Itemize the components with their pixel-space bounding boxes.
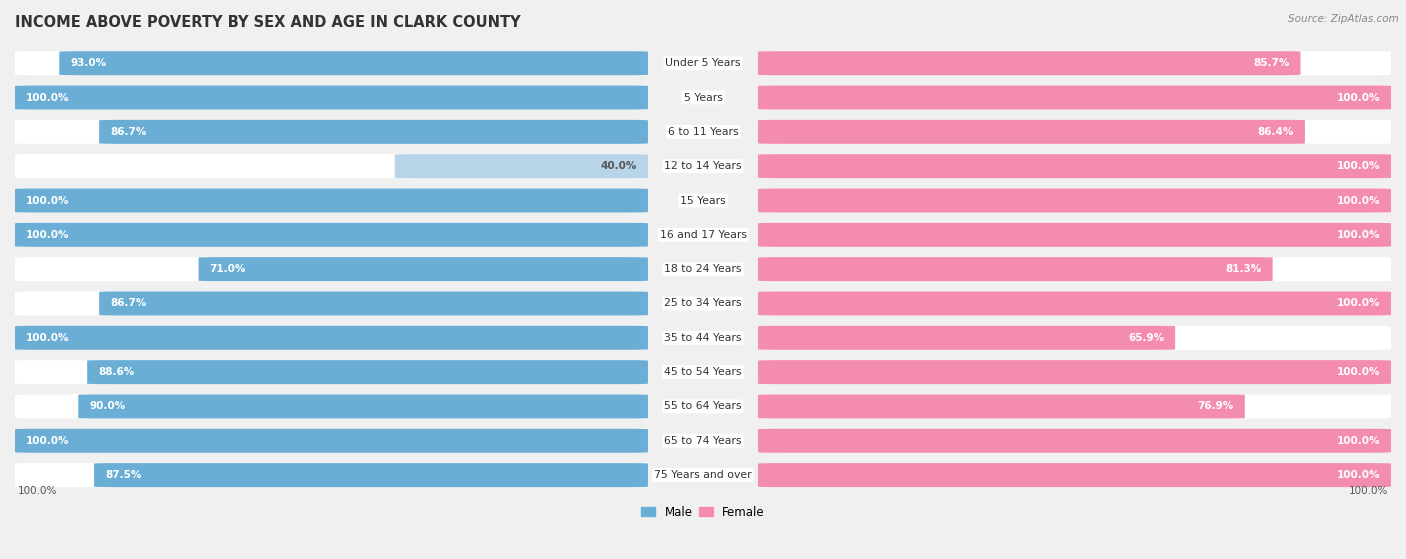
FancyBboxPatch shape	[758, 223, 1391, 247]
Text: 100.0%: 100.0%	[18, 486, 58, 496]
FancyBboxPatch shape	[758, 51, 1391, 75]
FancyBboxPatch shape	[758, 154, 1391, 178]
Text: 65.9%: 65.9%	[1128, 333, 1164, 343]
Text: 100.0%: 100.0%	[1337, 161, 1381, 171]
FancyBboxPatch shape	[758, 257, 1391, 281]
Text: 93.0%: 93.0%	[70, 58, 107, 68]
FancyBboxPatch shape	[94, 463, 648, 487]
FancyBboxPatch shape	[758, 291, 1391, 315]
Text: 12 to 14 Years: 12 to 14 Years	[664, 161, 742, 171]
FancyBboxPatch shape	[15, 395, 648, 419]
FancyBboxPatch shape	[758, 395, 1391, 419]
Text: 86.7%: 86.7%	[110, 127, 146, 137]
Text: 6 to 11 Years: 6 to 11 Years	[668, 127, 738, 137]
FancyBboxPatch shape	[15, 291, 648, 315]
Text: INCOME ABOVE POVERTY BY SEX AND AGE IN CLARK COUNTY: INCOME ABOVE POVERTY BY SEX AND AGE IN C…	[15, 15, 520, 30]
FancyBboxPatch shape	[15, 326, 648, 350]
Text: 75 Years and over: 75 Years and over	[654, 470, 752, 480]
FancyBboxPatch shape	[15, 188, 648, 212]
FancyBboxPatch shape	[15, 360, 648, 384]
Text: 5 Years: 5 Years	[683, 93, 723, 102]
FancyBboxPatch shape	[15, 188, 648, 212]
FancyBboxPatch shape	[15, 257, 648, 281]
FancyBboxPatch shape	[15, 86, 648, 110]
Text: 35 to 44 Years: 35 to 44 Years	[664, 333, 742, 343]
FancyBboxPatch shape	[15, 51, 648, 75]
FancyBboxPatch shape	[15, 154, 648, 178]
FancyBboxPatch shape	[758, 463, 1391, 487]
FancyBboxPatch shape	[87, 360, 648, 384]
FancyBboxPatch shape	[758, 188, 1391, 212]
Text: 81.3%: 81.3%	[1226, 264, 1261, 274]
Text: 16 and 17 Years: 16 and 17 Years	[659, 230, 747, 240]
Text: 18 to 24 Years: 18 to 24 Years	[664, 264, 742, 274]
FancyBboxPatch shape	[198, 257, 648, 281]
Text: 86.4%: 86.4%	[1257, 127, 1294, 137]
FancyBboxPatch shape	[758, 257, 1272, 281]
FancyBboxPatch shape	[758, 360, 1391, 384]
Legend: Male, Female: Male, Female	[637, 501, 769, 523]
FancyBboxPatch shape	[79, 395, 648, 419]
FancyBboxPatch shape	[15, 429, 648, 453]
FancyBboxPatch shape	[100, 291, 648, 315]
FancyBboxPatch shape	[758, 326, 1391, 350]
Text: 76.9%: 76.9%	[1198, 401, 1234, 411]
FancyBboxPatch shape	[758, 223, 1391, 247]
FancyBboxPatch shape	[395, 154, 648, 178]
Text: 100.0%: 100.0%	[1337, 436, 1381, 446]
FancyBboxPatch shape	[15, 120, 648, 144]
FancyBboxPatch shape	[758, 360, 1391, 384]
FancyBboxPatch shape	[15, 223, 648, 247]
Text: Source: ZipAtlas.com: Source: ZipAtlas.com	[1288, 14, 1399, 24]
FancyBboxPatch shape	[15, 429, 648, 453]
FancyBboxPatch shape	[15, 463, 648, 487]
FancyBboxPatch shape	[758, 429, 1391, 453]
Text: 40.0%: 40.0%	[600, 161, 637, 171]
Text: 45 to 54 Years: 45 to 54 Years	[664, 367, 742, 377]
FancyBboxPatch shape	[758, 291, 1391, 315]
Text: 65 to 74 Years: 65 to 74 Years	[664, 436, 742, 446]
FancyBboxPatch shape	[758, 120, 1391, 144]
Text: 100.0%: 100.0%	[25, 436, 69, 446]
Text: 100.0%: 100.0%	[25, 93, 69, 102]
FancyBboxPatch shape	[758, 429, 1391, 453]
Text: 100.0%: 100.0%	[25, 196, 69, 206]
FancyBboxPatch shape	[758, 154, 1391, 178]
FancyBboxPatch shape	[758, 395, 1244, 419]
Text: Under 5 Years: Under 5 Years	[665, 58, 741, 68]
Text: 100.0%: 100.0%	[25, 230, 69, 240]
FancyBboxPatch shape	[15, 223, 648, 247]
FancyBboxPatch shape	[100, 120, 648, 144]
Text: 85.7%: 85.7%	[1253, 58, 1289, 68]
FancyBboxPatch shape	[15, 326, 648, 350]
Text: 100.0%: 100.0%	[1337, 93, 1381, 102]
FancyBboxPatch shape	[758, 188, 1391, 212]
Text: 100.0%: 100.0%	[1337, 367, 1381, 377]
Text: 100.0%: 100.0%	[1337, 470, 1381, 480]
Text: 100.0%: 100.0%	[25, 333, 69, 343]
Text: 100.0%: 100.0%	[1348, 486, 1388, 496]
Text: 100.0%: 100.0%	[1337, 299, 1381, 309]
FancyBboxPatch shape	[758, 463, 1391, 487]
FancyBboxPatch shape	[758, 86, 1391, 110]
FancyBboxPatch shape	[15, 86, 648, 110]
Text: 55 to 64 Years: 55 to 64 Years	[664, 401, 742, 411]
Text: 88.6%: 88.6%	[98, 367, 135, 377]
FancyBboxPatch shape	[758, 326, 1175, 350]
FancyBboxPatch shape	[758, 120, 1305, 144]
Text: 15 Years: 15 Years	[681, 196, 725, 206]
Text: 86.7%: 86.7%	[110, 299, 146, 309]
Text: 71.0%: 71.0%	[209, 264, 246, 274]
Text: 90.0%: 90.0%	[90, 401, 125, 411]
FancyBboxPatch shape	[59, 51, 648, 75]
Text: 25 to 34 Years: 25 to 34 Years	[664, 299, 742, 309]
FancyBboxPatch shape	[758, 51, 1301, 75]
Text: 100.0%: 100.0%	[1337, 196, 1381, 206]
Text: 87.5%: 87.5%	[105, 470, 142, 480]
Text: 100.0%: 100.0%	[1337, 230, 1381, 240]
FancyBboxPatch shape	[758, 86, 1391, 110]
